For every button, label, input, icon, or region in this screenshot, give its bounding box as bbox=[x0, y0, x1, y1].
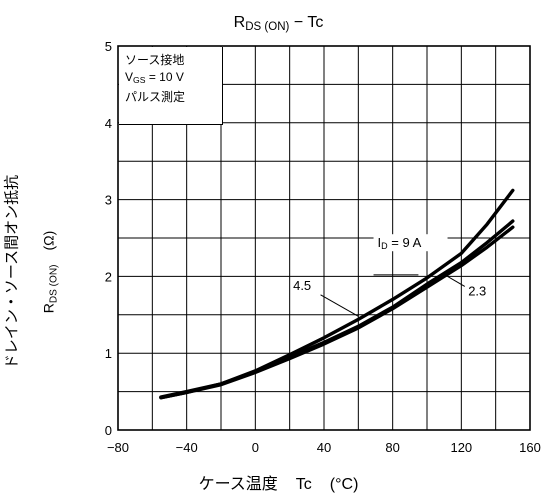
y-tick-label: 3 bbox=[105, 193, 112, 208]
y-tick-label: 5 bbox=[105, 39, 112, 54]
label-2-3-bg bbox=[466, 283, 493, 299]
id-label: ID = 9 A bbox=[378, 235, 422, 251]
id-label-main: I bbox=[378, 235, 382, 250]
y-tick-label: 4 bbox=[105, 116, 112, 131]
x-tick-label: 80 bbox=[385, 440, 399, 455]
series-line-4-5 bbox=[159, 219, 515, 400]
x-label-var: Tc bbox=[295, 476, 312, 493]
series-line-2-3 bbox=[159, 225, 515, 400]
id-label-rest: = 9 A bbox=[388, 235, 422, 250]
plot-frame bbox=[117, 45, 531, 431]
label-2-3-leader bbox=[447, 275, 466, 287]
condition-vgs-value: = 10 V bbox=[145, 70, 184, 84]
x-tick-label: −80 bbox=[107, 440, 129, 455]
label-4-5-bg bbox=[291, 278, 318, 294]
tick-labels: −80 −40 0 40 80 120 160 0 1 2 3 4 5 bbox=[105, 39, 541, 455]
title-main: R bbox=[233, 14, 246, 31]
y-tick-label: 0 bbox=[105, 423, 112, 438]
condition-v: V bbox=[125, 70, 134, 84]
x-tick-label: 40 bbox=[317, 440, 331, 455]
title-rest: − Tc bbox=[289, 14, 324, 31]
curve-labels: ID = 9 A 4.5 2.3 bbox=[291, 234, 493, 317]
label-2-3: 2.3 bbox=[468, 284, 486, 299]
x-tick-label: 120 bbox=[450, 440, 472, 455]
conditions-box: ソース接地 VGS = 10 V パルス測定 bbox=[119, 47, 223, 125]
condition-line1: ソース接地 bbox=[125, 53, 185, 67]
x-label-unit: (°C) bbox=[329, 476, 359, 493]
x-tick-label: 0 bbox=[252, 440, 259, 455]
x-axis-label: ケース温度 Tc (°C) bbox=[0, 470, 557, 494]
x-tick-label: 160 bbox=[519, 440, 541, 455]
x-tick-label: −40 bbox=[176, 440, 198, 455]
label-4-5-leader bbox=[320, 294, 359, 317]
id-label-bg bbox=[373, 234, 448, 252]
title-sub: DS (ON) bbox=[245, 20, 290, 33]
chart-title: RDS (ON) − Tc bbox=[0, 14, 557, 33]
condition-gs: GS bbox=[133, 75, 146, 86]
condition-line2: VGS = 10 V bbox=[125, 69, 222, 89]
x-label-text: ケース温度 bbox=[198, 476, 278, 493]
condition-line3: パルス測定 bbox=[125, 90, 186, 105]
series-layer bbox=[159, 188, 515, 400]
y-tick-label: 1 bbox=[105, 346, 112, 361]
y-tick-label: 2 bbox=[105, 269, 112, 284]
label-4-5: 4.5 bbox=[293, 278, 311, 293]
series-line-9 bbox=[159, 188, 515, 399]
id-label-sub: D bbox=[381, 241, 388, 251]
